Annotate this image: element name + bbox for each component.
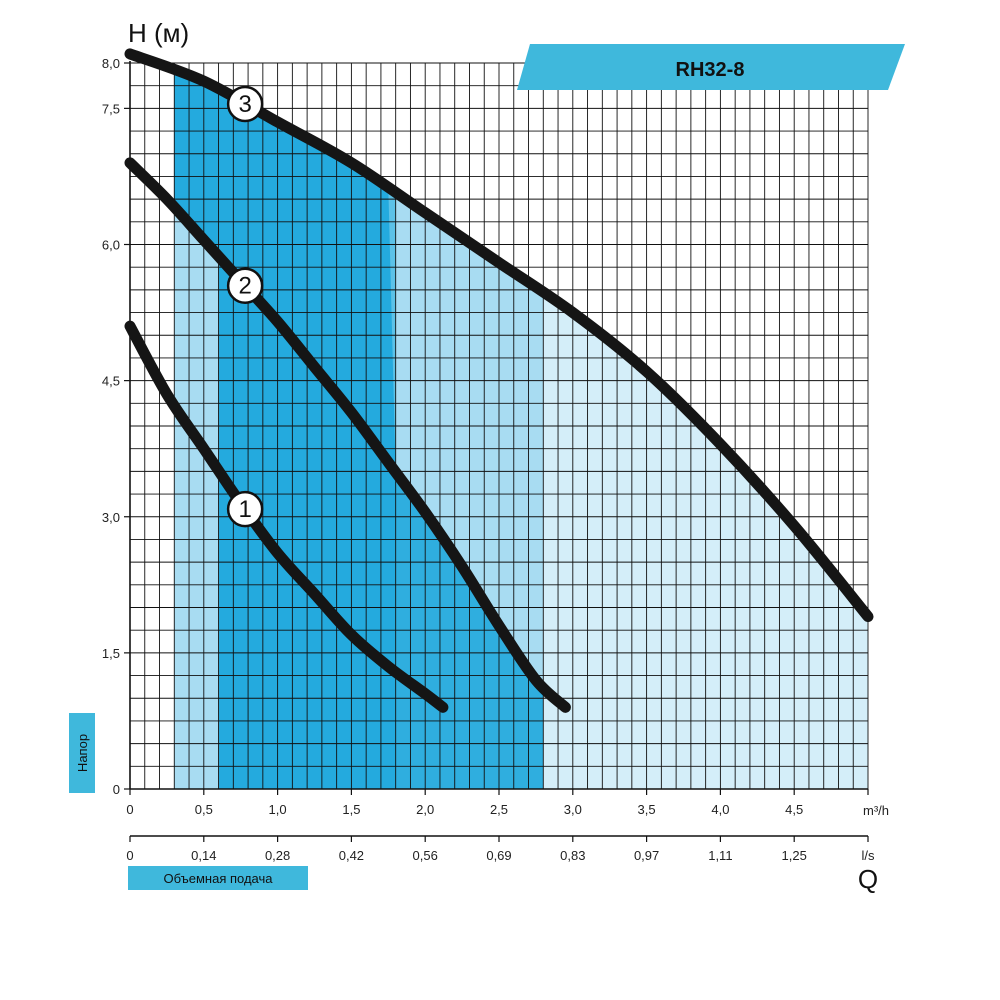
x2-tick-label: 0,42 (339, 848, 364, 863)
y-axis-side-label: Напор (75, 734, 90, 772)
y-tick-label: 1,5 (102, 646, 120, 661)
y-tick-label: 0 (113, 782, 120, 797)
y-tick-label: 4,5 (102, 374, 120, 389)
y-tick-label: 8,0 (102, 56, 120, 71)
x2-tick-label: 0,83 (560, 848, 585, 863)
x-tick-label: 3,0 (564, 802, 582, 817)
x-axis-side-label: Объемная подача (164, 871, 274, 886)
x-axis-side-label-box (128, 866, 308, 890)
x-tick-label: 4,5 (785, 802, 803, 817)
x2-tick-label: 0,69 (486, 848, 511, 863)
operating-zone (174, 70, 868, 790)
curve-3 (124, 48, 874, 623)
x-axis-unit: m³/h (863, 803, 889, 818)
x-axis-title: Q (858, 864, 878, 894)
x2-tick-label: 0 (126, 848, 133, 863)
curve-marker-1 (226, 490, 264, 528)
chart-axes: 0 0,5 1,0 1,5 2,0 2,5 3,0 3,5 4,0 4,5 0 0,14 0,28 0,4… (102, 56, 869, 863)
chart-grid (129, 62, 869, 790)
x-tick-label: 4,0 (711, 802, 729, 817)
zone-left-strip (174, 207, 219, 790)
curve-marker-3 (226, 85, 264, 123)
pump-curves (124, 48, 874, 713)
x-tick-label: 0 (126, 802, 133, 817)
model-name: RH32-8 (676, 59, 745, 81)
x-tick-label: 2,5 (490, 802, 508, 817)
x-tick-label: 3,5 (638, 802, 656, 817)
x2-tick-label: 1,11 (708, 848, 732, 863)
model-banner (517, 44, 905, 90)
y-tick-label: 7,5 (102, 101, 120, 116)
x2-tick-label: 1,25 (782, 848, 807, 863)
x-tick-label: 0,5 (195, 802, 213, 817)
x-tick-label: 1,5 (342, 802, 360, 817)
curve-1 (124, 320, 449, 713)
x-tick-label: 2,0 (416, 802, 434, 817)
curve-marker-2 (226, 267, 264, 304)
x2-tick-label: 0,97 (634, 848, 659, 863)
curve-2 (124, 157, 571, 713)
x2-tick-label: 0,14 (191, 848, 216, 863)
curve-marker-label-3: 3 (238, 91, 251, 118)
x2-tick-label: 0,28 (265, 848, 290, 863)
y-tick-label: 3,0 (102, 510, 120, 525)
x2-axis-unit: l/s (862, 848, 876, 863)
curve-marker-label-1: 1 (238, 496, 251, 523)
x-tick-label: 1,0 (269, 802, 287, 817)
y-axis-side-label-box (69, 713, 95, 793)
y-tick-label: 6,0 (102, 238, 120, 253)
y-axis-title: H (м) (128, 18, 189, 48)
curve-labels: 1 2 3 (226, 85, 264, 528)
curve-marker-label-2: 2 (238, 273, 251, 300)
x2-tick-label: 0,56 (413, 848, 438, 863)
